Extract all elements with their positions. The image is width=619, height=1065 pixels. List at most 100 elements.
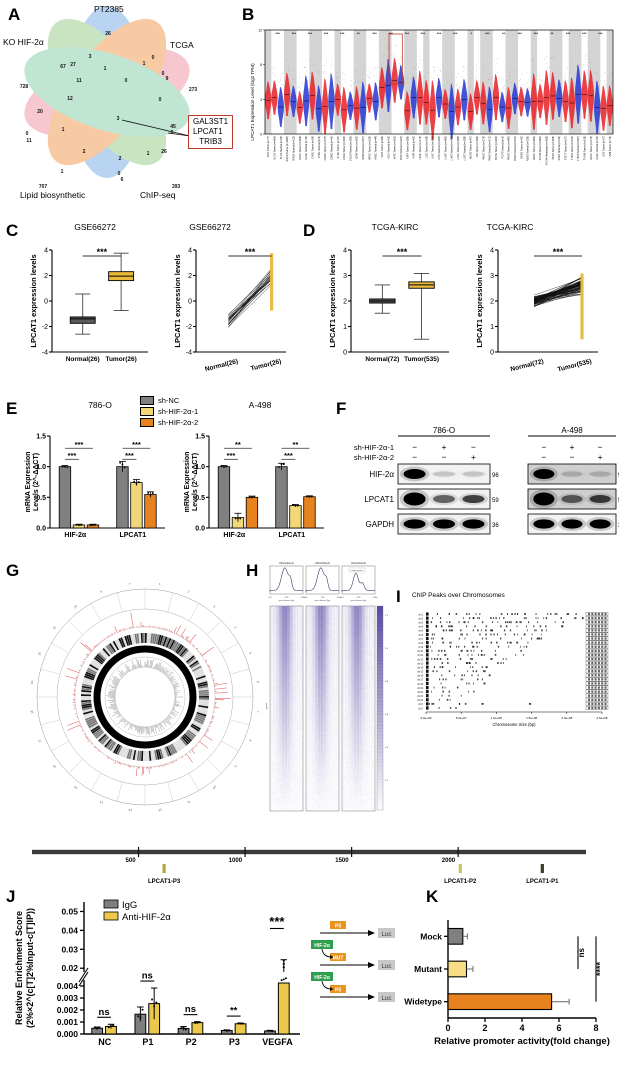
panel-h-chipseq-heatmap: HIF2a(Rep1) -3.0 TSS 3.0kb gene distance (bp…	[262, 556, 390, 824]
svg-text:−: −	[598, 442, 603, 452]
svg-text:1: 1	[343, 324, 347, 331]
venn-callout-box: GAL3ST1 LPCAT1 TRIB3	[188, 115, 234, 149]
svg-text:LUSC Tumor (n=486): LUSC Tumor (n=486)	[457, 136, 460, 160]
panel-e-letter: E	[6, 399, 18, 418]
svg-text:HIF-2α: HIF-2α	[223, 532, 246, 539]
svg-text:19: 19	[30, 680, 34, 684]
svg-text:59: 59	[492, 498, 499, 504]
svg-text:3: 3	[212, 604, 216, 608]
svg-text:7: 7	[256, 711, 260, 713]
svg-text:2: 2	[343, 299, 347, 306]
svg-text:LUAD Normal (n=347): LUAD Normal (n=347)	[451, 136, 454, 161]
svg-text:15: 15	[73, 785, 78, 790]
svg-text:1: 1	[62, 127, 65, 133]
svg-text:COAD Tumor (n=275): COAD Tumor (n=275)	[324, 136, 327, 161]
svg-text:MESO Tumor (n=87): MESO Tumor (n=87)	[470, 136, 473, 159]
svg-text:Normal(72): Normal(72)	[365, 356, 399, 363]
svg-text:GAPDH: GAPDH	[366, 520, 395, 529]
svg-text:LPCAT1 expression levels: LPCAT1 expression levels	[328, 254, 337, 347]
svg-text:0: 0	[152, 55, 155, 61]
svg-text:*: *	[471, 32, 473, 36]
svg-text:TGCT Tumor (n=137): TGCT Tumor (n=137)	[565, 136, 568, 160]
svg-text:ACC Tumor (n=77): ACC Tumor (n=77)	[267, 136, 270, 157]
svg-text:LAML Tumor (n=173): LAML Tumor (n=173)	[419, 136, 422, 160]
svg-text:UCS Tumor (n=57): UCS Tumor (n=57)	[603, 136, 606, 157]
svg-text:SARC Tumor (n=262): SARC Tumor (n=262)	[533, 136, 536, 160]
svg-text:1: 1	[490, 324, 494, 331]
svg-text:BRCA Tumor (n=1085): BRCA Tumor (n=1085)	[286, 136, 289, 162]
panel-f-letter: F	[336, 399, 347, 418]
panel-b-letter: B	[242, 5, 255, 24]
panel-i-title: ChIP Peaks over Chromosomes	[412, 592, 505, 599]
svg-text:THYM Tumor (n=118): THYM Tumor (n=118)	[584, 136, 587, 160]
svg-text:***: ***	[227, 451, 236, 460]
svg-text:2: 2	[119, 156, 122, 162]
svg-text:16: 16	[52, 764, 57, 769]
svg-text:Normal(26): Normal(26)	[204, 358, 239, 373]
svg-text:STAD Normal (n=211): STAD Normal (n=211)	[558, 136, 561, 161]
svg-text:LPCAT1 expression levels: LPCAT1 expression levels	[29, 254, 38, 347]
svg-text:***: ***	[517, 32, 522, 36]
svg-text:***: ***	[284, 451, 293, 460]
panel-c-letter: C	[6, 221, 19, 240]
panel-k-promoter-activity-chart: 0 2 4 6 8 Mock Mutant Widetype ns **** Relative pr…	[400, 900, 619, 1060]
svg-text:−: −	[541, 452, 546, 462]
svg-text:26: 26	[105, 31, 111, 37]
svg-text:1.5: 1.5	[195, 434, 205, 441]
svg-text:BLCA Normal (n=28): BLCA Normal (n=28)	[280, 136, 283, 159]
panel-e-chart-786o: 0.0 0.5 1.0 1.5 HIF-2α *** *** LPCAT1 *** *** mRNA…	[6, 412, 171, 544]
svg-text:**: **	[550, 32, 553, 36]
svg-text:KIRP Tumor (n=286): KIRP Tumor (n=286)	[406, 136, 409, 159]
svg-text:***: ***	[372, 32, 377, 36]
svg-text:***: ***	[125, 451, 134, 460]
svg-text:−: −	[570, 452, 575, 462]
svg-text:12: 12	[158, 808, 163, 813]
svg-text:UCEC Normal (n=91): UCEC Normal (n=91)	[596, 136, 599, 160]
svg-text:Tumor(535): Tumor(535)	[557, 358, 593, 373]
svg-text:**: **	[293, 440, 299, 449]
svg-text:mRNA Expression: mRNA Expression	[184, 452, 191, 513]
svg-text:KIRP Normal (n=60): KIRP Normal (n=60)	[413, 136, 416, 159]
svg-text:0.5: 0.5	[195, 495, 205, 502]
svg-text:LPCAT1: LPCAT1	[119, 532, 146, 539]
svg-text:2: 2	[187, 589, 190, 593]
svg-text:KIRC Normal (n=100): KIRC Normal (n=100)	[400, 136, 403, 160]
svg-text:***: ***	[132, 440, 141, 449]
panel-a-venn: 26 3 0 1 1 67 27 11 0 0 9 273 728 12 0 2…	[0, 0, 215, 210]
svg-text:sh-HIF-2α-2: sh-HIF-2α-2	[354, 453, 394, 462]
svg-text:0: 0	[188, 299, 192, 306]
svg-text:DLBC Tumor (n=47): DLBC Tumor (n=47)	[337, 136, 340, 159]
panel-j-chip-qpcr-chart: 0.000 0.001 0.002 0.003 0.004 0.02 0.03 0.04 0.0…	[0, 884, 320, 1065]
svg-text:LPCAT1 expression levels: LPCAT1 expression levels	[173, 254, 182, 347]
panel-j-letter: J	[6, 887, 16, 906]
svg-text:KICH Normal (n=53): KICH Normal (n=53)	[387, 136, 390, 159]
svg-text:+: +	[598, 452, 603, 462]
svg-text:−: −	[412, 452, 417, 462]
svg-text:Tumor(26): Tumor(26)	[105, 356, 136, 363]
svg-text:***: ***	[598, 32, 603, 36]
svg-text:0: 0	[118, 171, 121, 177]
svg-text:HIF-2α: HIF-2α	[369, 470, 394, 479]
svg-text:**: **	[235, 440, 241, 449]
svg-text:1.5: 1.5	[36, 434, 46, 441]
svg-text:CESC Normal (n=13): CESC Normal (n=13)	[305, 136, 308, 160]
svg-text:1: 1	[104, 66, 107, 72]
panel-c-title-left: GSE66272	[74, 222, 116, 232]
svg-text:1: 1	[143, 61, 146, 67]
svg-text:***: ***	[275, 32, 280, 36]
svg-text:**: **	[502, 32, 505, 36]
svg-text:8: 8	[248, 739, 252, 742]
panel-g-letter: G	[6, 561, 20, 580]
svg-text:3: 3	[343, 273, 347, 280]
panel-c-title-right: GSE66272	[189, 222, 231, 232]
svg-text:SKCM Metastasis (n=558): SKCM Metastasis (n=558)	[546, 136, 549, 165]
svg-text:9: 9	[166, 76, 169, 82]
svg-text:***: ***	[553, 247, 564, 257]
svg-text:0.0: 0.0	[195, 526, 205, 533]
svg-text:UCEC Tumor (n=174): UCEC Tumor (n=174)	[590, 136, 593, 160]
venn-set-label-pt2385: PT2385	[94, 4, 124, 14]
svg-text:0.5: 0.5	[36, 495, 46, 502]
panel-a-letter: A	[8, 5, 21, 24]
svg-text:11: 11	[26, 138, 32, 144]
svg-text:LPCAT1 expression levels: LPCAT1 expression levels	[475, 254, 484, 347]
